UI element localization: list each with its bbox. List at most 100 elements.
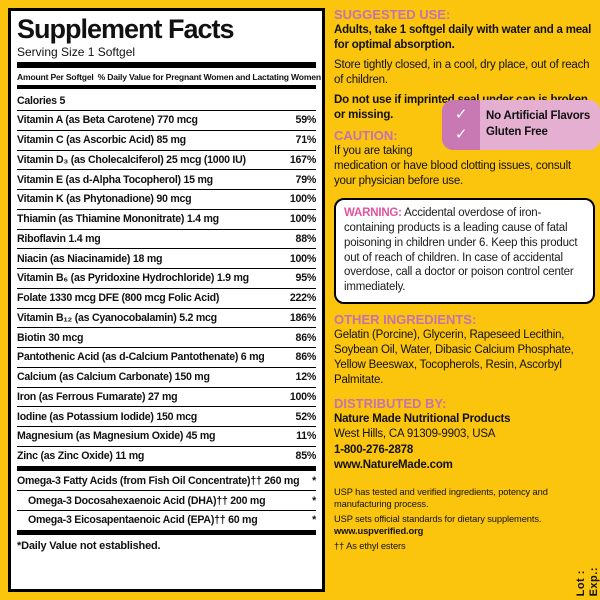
lot-exp-labels: Lot : Exp.: bbox=[575, 567, 600, 596]
header-amount: Amount Per Softgel bbox=[17, 72, 94, 83]
check-icon: ✓ bbox=[454, 125, 468, 143]
nutrient-name: Biotin 30 mcg bbox=[17, 331, 84, 344]
nutrient-name: Omega-3 Eicosapentaenoic Acid (EPA)†† 60… bbox=[28, 514, 258, 527]
nutrient-name: Thiamin (as Thiamine Mononitrate) 1.4 mg bbox=[17, 213, 219, 226]
usp-fine-print: USP has tested and verified ingredients,… bbox=[334, 486, 549, 552]
nutrient-dv: 86% bbox=[295, 331, 317, 344]
table-row: Folate 1330 mcg DFE (800 mcg Folic Acid)… bbox=[17, 289, 316, 309]
nutrient-name: Calories 5 bbox=[17, 94, 66, 107]
nutrient-dv: 11% bbox=[296, 430, 316, 443]
nutrient-name: Riboflavin 1.4 mg bbox=[17, 232, 101, 245]
nutrient-name: Iron (as Ferrous Fumarate) 27 mg bbox=[17, 390, 178, 403]
warning-text: Accidental overdose of iron-containing p… bbox=[344, 207, 578, 294]
right-info-column: SUGGESTED USE: Adults, take 1 softgel da… bbox=[334, 7, 600, 552]
table-row: Biotin 30 mcg 86% bbox=[17, 328, 317, 349]
nutrient-dv: 100% bbox=[289, 390, 316, 403]
nutrient-name: Iodine (as Potassium Iodide) 150 mcg bbox=[17, 410, 197, 423]
suggested-use-text: Adults, take 1 softgel daily with water … bbox=[334, 24, 592, 51]
caution-section: ✓ ✓ No Artificial Flavors Gluten Free CA… bbox=[334, 99, 600, 189]
distributed-by-section: DISTRIBUTED BY: Nature Made Nutritional … bbox=[334, 396, 595, 474]
nutrient-name: Omega-3 Fatty Acids (from Fish Oil Conce… bbox=[17, 474, 300, 487]
usp-website: www.uspverified.org bbox=[334, 525, 424, 536]
nutrient-dv: 12% bbox=[295, 371, 317, 384]
table-row: Iodine (as Potassium Iodide) 150 mcg 52% bbox=[17, 407, 317, 428]
table-row: Calcium (as Calcium Carbonate) 150 mg 12% bbox=[17, 368, 316, 388]
no-artificial-flavors-badge: ✓ ✓ No Artificial Flavors Gluten Free bbox=[442, 99, 600, 150]
nutrient-dv: 85% bbox=[295, 450, 317, 463]
table-row: Omega-3 Fatty Acids (from Fish Oil Conce… bbox=[17, 472, 316, 492]
nutrient-dv: 100% bbox=[289, 252, 316, 265]
nutrient-dv: 52% bbox=[295, 410, 317, 423]
suggested-use-heading: SUGGESTED USE: bbox=[334, 7, 451, 22]
other-ingredients-heading: OTHER INGREDIENTS: bbox=[334, 311, 477, 327]
table-row: Vitamin A (as Beta Carotene) 770 mcg 59% bbox=[17, 111, 316, 131]
nutrient-dv: 59% bbox=[295, 114, 317, 127]
nutrient-dv: 88% bbox=[295, 232, 317, 245]
distributed-by-heading: DISTRIBUTED BY: bbox=[334, 395, 447, 411]
nutrient-name: Omega-3 Docosahexaenoic Acid (DHA)†† 200… bbox=[28, 494, 266, 507]
nutrient-name: Pantothenic Acid (as d-Calcium Pantothen… bbox=[17, 351, 265, 364]
usp-standards-text: USP sets official standards for dietary … bbox=[334, 513, 542, 524]
nutrient-name: Vitamin D₃ (as Cholecalciferol) 25 mcg (… bbox=[17, 153, 246, 166]
nutrient-dv: * bbox=[312, 494, 316, 507]
table-row: Niacin (as Niacinamide) 18 mg 100% bbox=[17, 249, 316, 270]
other-ingredients-text: Gelatin (Porcine), Glycerin, Rapeseed Le… bbox=[334, 328, 574, 386]
caution-heading: CAUTION: bbox=[334, 127, 398, 143]
nutrient-name: Vitamin B₆ (as Pyridoxine Hydrochloride)… bbox=[17, 272, 249, 285]
table-row: Vitamin K (as Phytonadione) 90 mcg 100% bbox=[17, 190, 316, 210]
distributor-name: Nature Made Nutritional Products bbox=[334, 412, 511, 425]
badge-line-no-artificial-flavors: No Artificial Flavors bbox=[486, 110, 591, 123]
supplement-facts-panel: Supplement Facts Serving Size 1 Softgel … bbox=[8, 8, 325, 592]
nutrient-name: Calcium (as Calcium Carbonate) 150 mg bbox=[17, 371, 210, 384]
daily-value-footnote: *Daily Value not established. bbox=[17, 539, 161, 552]
exp-label: Exp.: bbox=[588, 566, 600, 596]
nutrient-dv: 86% bbox=[295, 351, 317, 364]
table-row: Riboflavin 1.4 mg 88% bbox=[17, 230, 316, 250]
nutrient-name: Folate 1330 mcg DFE (800 mcg Folic Acid) bbox=[17, 292, 220, 305]
storage-text: Store tightly closed, in a cool, dry pla… bbox=[334, 58, 590, 86]
nutrient-name: Vitamin B₁₂ (as Cyanocobalamin) 5.2 mcg bbox=[17, 311, 217, 324]
table-row: Calories 5 bbox=[17, 91, 316, 112]
nutrient-dv: 71% bbox=[295, 134, 317, 147]
nutrient-dv: 186% bbox=[289, 311, 316, 324]
nutrient-dv: 95% bbox=[295, 272, 317, 285]
header-daily-value: % Daily Value for Pregnant Women and Lac… bbox=[97, 72, 321, 83]
table-row: Zinc (as Zinc Oxide) 11 mg 85% bbox=[17, 447, 316, 466]
warning-heading: WARNING: bbox=[344, 207, 402, 220]
table-row: Vitamin D₃ (as Cholecalciferol) 25 mcg (… bbox=[17, 151, 316, 171]
nutrient-name: Vitamin E (as d-Alpha Tocopherol) 15 mg bbox=[17, 173, 213, 186]
table-row: Iron (as Ferrous Fumarate) 27 mg 100% bbox=[17, 388, 316, 408]
table-row: Pantothenic Acid (as d-Calcium Pantothen… bbox=[17, 348, 316, 368]
other-ingredients-section: OTHER INGREDIENTS: Gelatin (Porcine), Gl… bbox=[334, 312, 595, 388]
divider-medium bbox=[17, 85, 316, 90]
iron-warning-box: WARNING: Accidental overdose of iron-con… bbox=[334, 198, 595, 304]
badge-text: No Artificial Flavors Gluten Free bbox=[480, 109, 590, 140]
table-row: Magnesium (as Magnesium Oxide) 45 mg 11% bbox=[17, 427, 316, 447]
divider-thick bbox=[17, 465, 316, 471]
table-row: Omega-3 Eicosapentaenoic Acid (EPA)†† 60… bbox=[17, 511, 316, 530]
nutrient-name: Magnesium (as Magnesium Oxide) 45 mg bbox=[17, 430, 216, 443]
distributor-phone: 1-800-276-2878 bbox=[334, 443, 414, 456]
nutrient-dv: * bbox=[312, 514, 316, 527]
nutrient-dv: 100% bbox=[289, 193, 316, 206]
distributor-address: West Hills, CA 91309-9903, USA bbox=[334, 428, 496, 441]
nutrient-dv: * bbox=[312, 474, 316, 487]
ethyl-esters-note: †† As ethyl esters bbox=[334, 540, 406, 551]
table-row: Vitamin E (as d-Alpha Tocopherol) 15 mg 7… bbox=[17, 170, 317, 191]
table-row: Vitamin B₁₂ (as Cyanocobalamin) 5.2 mcg 1… bbox=[17, 309, 316, 329]
table-row: Vitamin B₆ (as Pyridoxine Hydrochloride)… bbox=[17, 269, 316, 289]
badge-line-gluten-free: Gluten Free bbox=[486, 125, 548, 138]
checkmark-icons: ✓ ✓ bbox=[442, 99, 480, 150]
distributor-website: www.NatureMade.com bbox=[334, 459, 453, 472]
nutrient-name: Zinc (as Zinc Oxide) 11 mg bbox=[17, 450, 145, 463]
table-row: Thiamin (as Thiamine Mononitrate) 1.4 mg… bbox=[17, 210, 316, 230]
nutrient-name: Vitamin C (as Ascorbic Acid) 85 mg bbox=[17, 134, 186, 147]
serving-size: Serving Size 1 Softgel bbox=[17, 45, 136, 60]
nutrient-name: Niacin (as Niacinamide) 18 mg bbox=[17, 252, 163, 265]
facts-title: Supplement Facts bbox=[17, 14, 235, 44]
nutrient-dv: 100% bbox=[289, 213, 316, 226]
divider-thick bbox=[17, 529, 316, 535]
usp-tested-text: USP has tested and verified ingredients,… bbox=[334, 486, 548, 509]
divider-thick bbox=[17, 62, 316, 69]
nutrient-dv: 79% bbox=[295, 173, 317, 186]
